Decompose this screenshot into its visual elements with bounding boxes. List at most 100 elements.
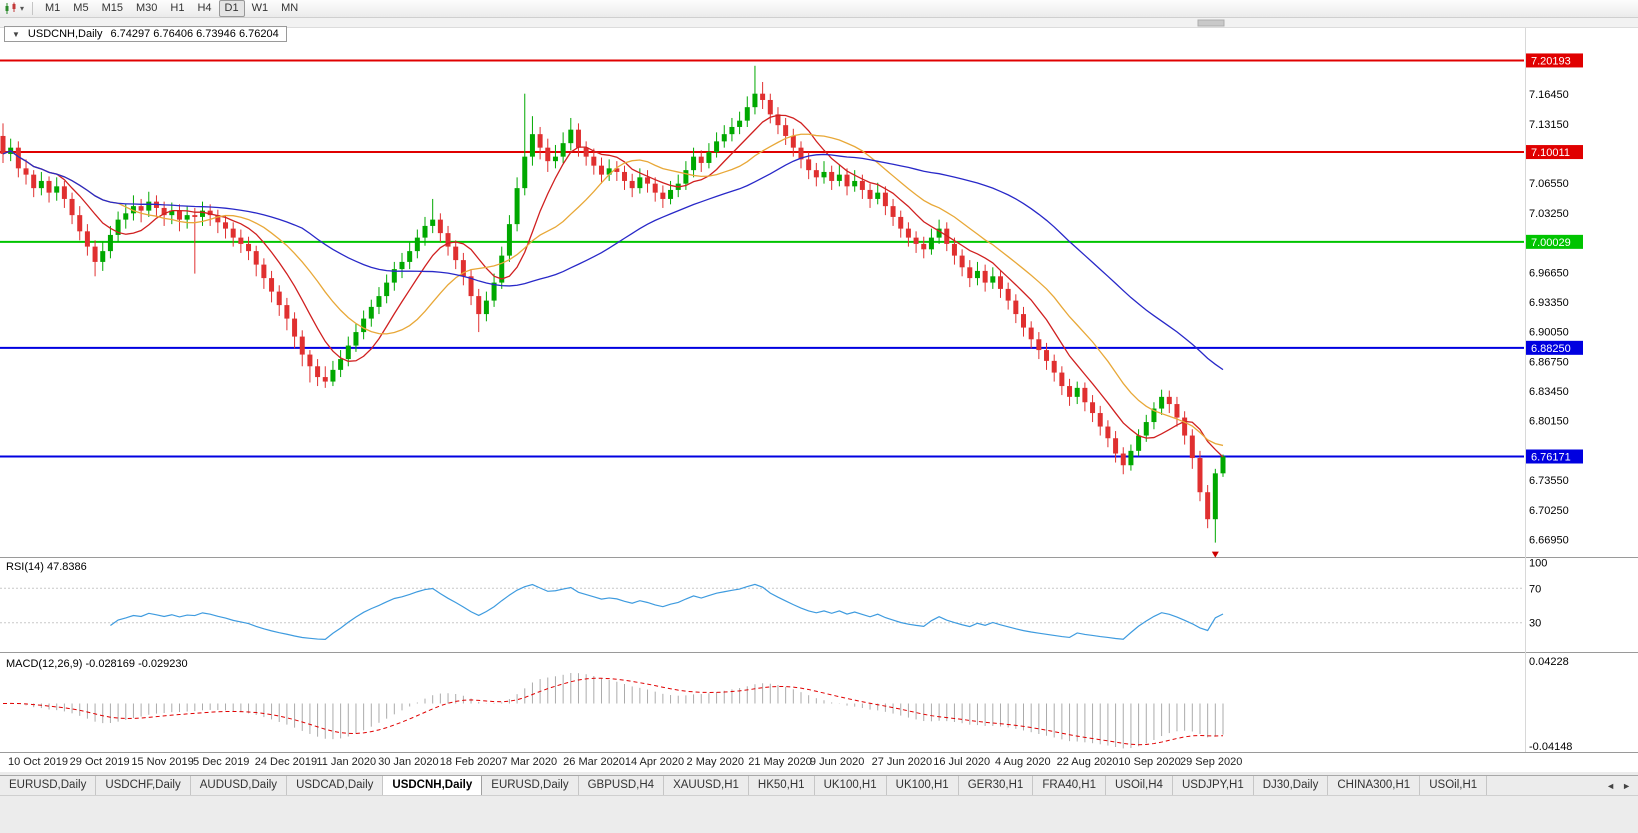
- candle-body: [898, 216, 904, 229]
- chart-tab-china300-h1[interactable]: CHINA300,H1: [1328, 776, 1421, 795]
- candle-body: [583, 147, 589, 157]
- chart-hscroll-thumb[interactable]: [1197, 19, 1225, 27]
- candle-body: [614, 168, 620, 172]
- candle-body: [384, 282, 390, 297]
- candle-body: [1128, 450, 1134, 466]
- candle-body: [1097, 413, 1103, 427]
- candle-body: [882, 192, 888, 207]
- candle-body: [1005, 288, 1011, 301]
- candle-body: [514, 188, 520, 225]
- candle-body: [1021, 314, 1027, 328]
- price-axis-tick: 6.83450: [1529, 386, 1569, 398]
- chart-tab-eurusd-daily[interactable]: EURUSD,Daily: [0, 776, 97, 795]
- tab-scroll-controls: ◄ ►: [1599, 776, 1638, 795]
- date-axis-label: 10 Sep 2020: [1118, 756, 1180, 768]
- candle-body: [1113, 438, 1119, 454]
- candle-body: [1013, 300, 1019, 315]
- candle-body: [292, 318, 298, 337]
- candle-body: [606, 168, 612, 175]
- candle-body: [207, 210, 213, 216]
- chart-tab-usdcnh-daily[interactable]: USDCNH,Daily: [383, 776, 483, 795]
- date-axis-label: 29 Oct 2019: [70, 756, 130, 768]
- chart-title-box[interactable]: ▼ USDCNH,Daily 6.74297 6.76406 6.73946 6…: [4, 26, 287, 42]
- moving-average-ma-mid: [2, 133, 1224, 447]
- chart-tab-usoil-h1[interactable]: USOil,H1: [1420, 776, 1488, 795]
- candle-body: [31, 174, 37, 189]
- rsi-line: [110, 583, 1224, 640]
- candle-body: [54, 186, 60, 193]
- date-axis-label: 30 Jan 2020: [378, 756, 439, 768]
- chart-tab-xauusd-h1[interactable]: XAUUSD,H1: [664, 776, 749, 795]
- timeframe-button-m15[interactable]: M15: [101, 2, 123, 14]
- candle-body: [107, 234, 113, 252]
- moving-average-ma-fast: [2, 114, 1224, 458]
- price-level-label: 7.10011: [1531, 147, 1570, 159]
- candle-body: [790, 135, 796, 148]
- chart-tab-usdjpy-h1[interactable]: USDJPY,H1: [1173, 776, 1254, 795]
- timeframe-button-m1[interactable]: M1: [45, 2, 61, 14]
- chart-tab-uk100-h1[interactable]: UK100,H1: [887, 776, 959, 795]
- candle-body: [560, 143, 566, 157]
- chart-window[interactable]: ▼ USDCNH,Daily 6.74297 6.76406 6.73946 6…: [0, 18, 1638, 772]
- timeframe-button-h1[interactable]: H1: [170, 2, 185, 14]
- candle-body: [859, 180, 865, 190]
- timeframe-button-d1[interactable]: D1: [218, 0, 245, 17]
- date-axis-label: 22 Aug 2020: [1057, 756, 1119, 768]
- timeframe-button-m5[interactable]: M5: [73, 2, 89, 14]
- chart-tab-dj30-daily[interactable]: DJ30,Daily: [1254, 776, 1329, 795]
- candle-body: [1074, 387, 1080, 397]
- chart-ohlc-values: 6.74297 6.76406 6.73946 6.76204: [110, 28, 279, 40]
- candle-body: [422, 225, 428, 238]
- chart-tab-usoil-h4[interactable]: USOil,H4: [1106, 776, 1173, 795]
- chart-canvas[interactable]: 7.16450 7.13150 7.06550 7.03250 6.96650 6.933…: [0, 18, 1638, 772]
- chart-tab-usdcad-daily[interactable]: USDCAD,Daily: [287, 776, 384, 795]
- tab-scroll-right-icon[interactable]: ►: [1622, 780, 1631, 791]
- candle-body: [1036, 339, 1042, 351]
- chart-tab-eurusd-daily[interactable]: EURUSD,Daily: [482, 776, 579, 795]
- tab-scroll-left-icon[interactable]: ◄: [1606, 780, 1616, 791]
- one-click-trading-collapse-icon[interactable]: ▼: [12, 29, 20, 39]
- sell-arrow-marker: [1211, 551, 1219, 558]
- candle-body: [69, 198, 75, 216]
- timeframe-button-mn[interactable]: MN: [281, 2, 299, 14]
- candle-body: [246, 243, 252, 252]
- chart-type-dropdown-caret[interactable]: ▾: [20, 4, 25, 13]
- chart-tab-usdchf-daily[interactable]: USDCHF,Daily: [96, 776, 191, 795]
- candle-body: [974, 270, 980, 279]
- candle-body: [322, 377, 328, 382]
- timeframe-button-h4[interactable]: H4: [197, 2, 212, 14]
- chart-tab-fra40-h1[interactable]: FRA40,H1: [1033, 776, 1106, 795]
- moving-average-ma-slow: [2, 150, 1224, 371]
- date-axis-label: 21 May 2020: [748, 756, 812, 768]
- chart-tab-ger30-h1[interactable]: GER30,H1: [959, 776, 1034, 795]
- price-axis-tick: 6.66950: [1529, 534, 1569, 546]
- candle-body: [683, 170, 689, 184]
- chart-tab-hk50-h1[interactable]: HK50,H1: [749, 776, 815, 795]
- candle-body: [430, 219, 436, 226]
- candle-body: [138, 206, 144, 211]
- candle-body: [61, 186, 67, 199]
- candle-body: [1166, 396, 1172, 405]
- candle-body: [737, 120, 743, 127]
- chart-tab-uk100-h1[interactable]: UK100,H1: [815, 776, 887, 795]
- chart-tab-audusd-daily[interactable]: AUDUSD,Daily: [191, 776, 288, 795]
- candle-body: [315, 366, 321, 378]
- timeframe-button-m30[interactable]: M30: [135, 2, 158, 14]
- chart-tab-gbpusd-h4[interactable]: GBPUSD,H4: [579, 776, 665, 795]
- candle-body: [84, 231, 90, 247]
- chart-hscroll-track[interactable]: [0, 18, 1638, 27]
- candle-body: [330, 369, 336, 382]
- candle-body: [1205, 492, 1211, 520]
- timeframe-button-group: M1 M5 M15 M30 H1 H4 D1 W1 MN: [39, 0, 304, 17]
- date-axis-label: 7 Mar 2020: [501, 756, 557, 768]
- price-axis-tick: 7.16450: [1529, 89, 1569, 101]
- timeframe-button-w1[interactable]: W1: [251, 2, 269, 14]
- price-axis-tick: 6.93350: [1529, 297, 1569, 309]
- candle-body: [552, 156, 558, 162]
- candle-body: [1090, 402, 1096, 414]
- macd-indicator-label: MACD(12,26,9) -0.028169 -0.029230: [6, 658, 188, 670]
- price-level-label: 7.20193: [1531, 55, 1571, 67]
- candle-body: [783, 125, 789, 136]
- date-axis-label: 24 Dec 2019: [255, 756, 317, 768]
- chart-type-icon[interactable]: [4, 2, 18, 15]
